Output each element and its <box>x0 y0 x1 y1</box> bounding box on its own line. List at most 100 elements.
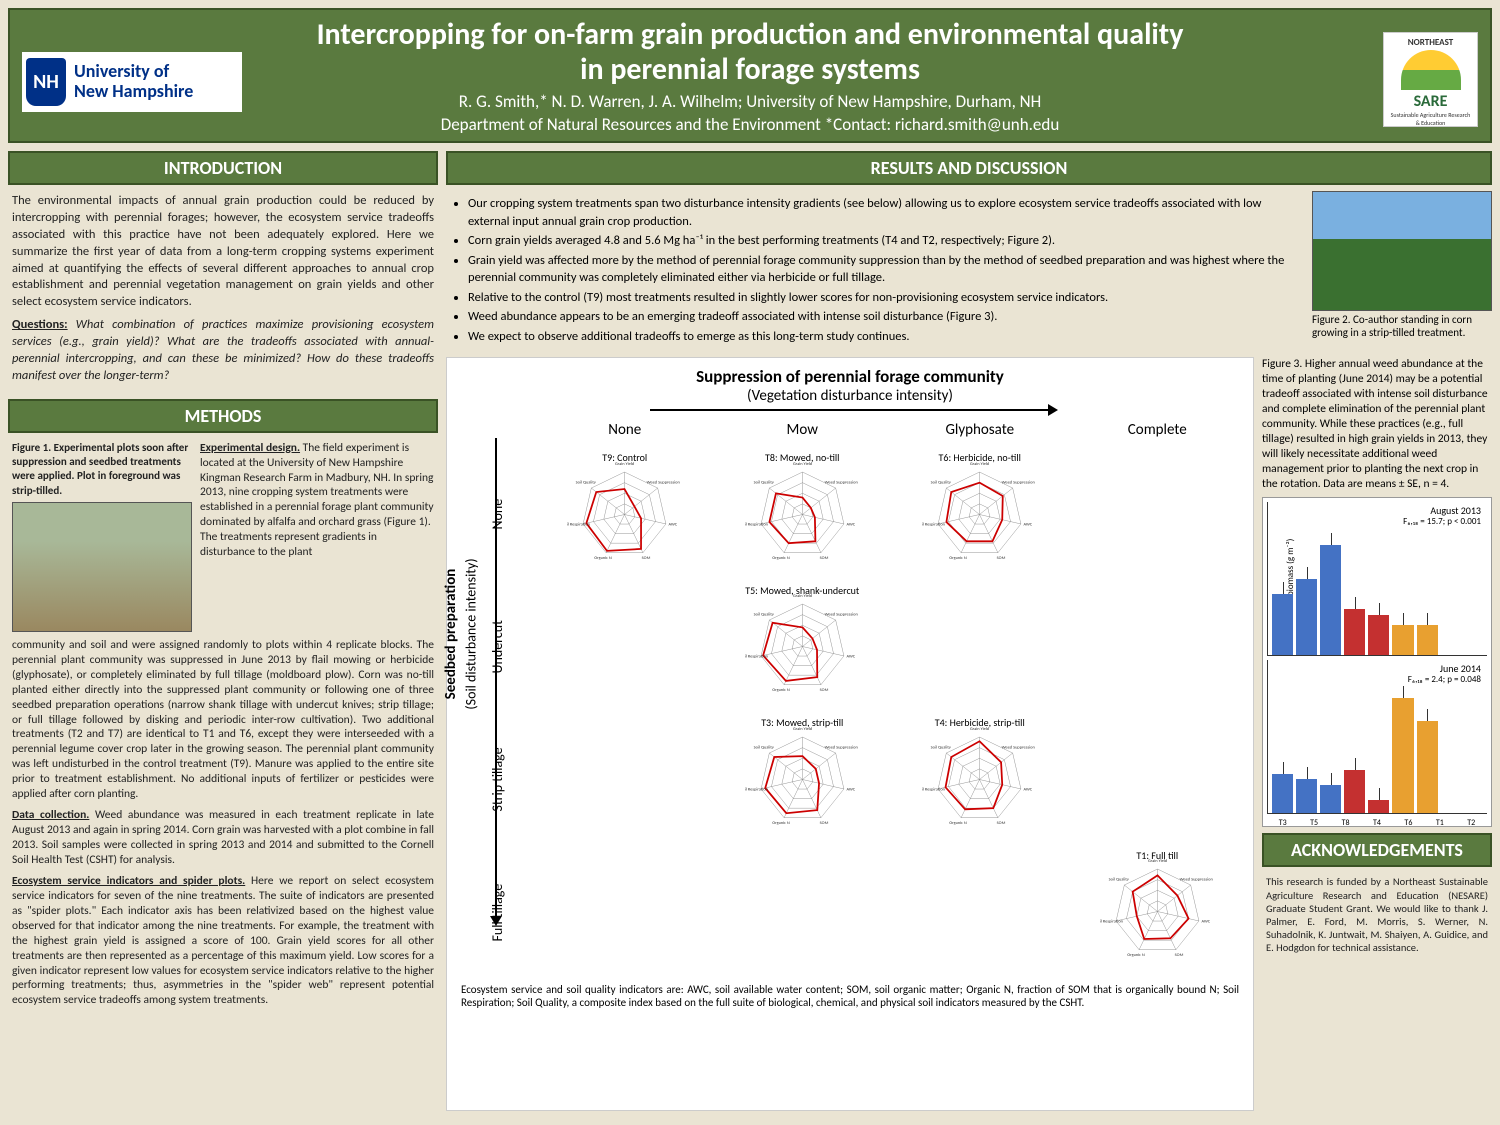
h-arrow-icon <box>650 409 1050 411</box>
svg-text:Weed Suppression: Weed Suppression <box>824 613 858 618</box>
spider-row-label: None <box>485 449 535 580</box>
results-bullet: Relative to the control (T9) most treatm… <box>468 289 1300 307</box>
svg-text:AWC: AWC <box>846 522 855 527</box>
x-tick-label: T6 <box>1404 818 1412 828</box>
svg-text:Soil Respiration: Soil Respiration <box>922 787 946 792</box>
svg-text:Organic N: Organic N <box>949 821 967 826</box>
sare-logo: NORTHEAST SARE Sustainable Agriculture R… <box>1383 32 1478 127</box>
spider-row-label: Strip tillage <box>485 714 535 845</box>
fig1-image <box>12 502 192 632</box>
svg-text:Soil Respiration: Soil Respiration <box>1100 920 1124 925</box>
bar <box>1368 615 1389 655</box>
spider-col-label: Complete <box>1070 417 1246 447</box>
x-tick-label: T5 <box>1310 818 1318 828</box>
spider-cell <box>1070 582 1246 713</box>
sare-icon <box>1401 50 1461 90</box>
results-bullet: Weed abundance appears to be an emerging… <box>468 308 1300 326</box>
spider-cell: T9: ControlGrain YieldWeed SuppressionAW… <box>537 449 713 580</box>
bar <box>1272 594 1293 655</box>
bar <box>1296 579 1317 655</box>
unh-shield-icon: NH <box>26 58 66 106</box>
svg-text:Soil Respiration: Soil Respiration <box>745 522 769 527</box>
results-bullets: Our cropping system treatments span two … <box>446 191 1304 351</box>
svg-text:SOM: SOM <box>819 821 828 826</box>
spider-cell <box>537 847 713 978</box>
bar <box>1296 779 1317 813</box>
methods-header: METHODS <box>8 399 438 433</box>
svg-text:Soil Respiration: Soil Respiration <box>745 655 769 660</box>
results-bullet: Grain yield was affected more by the met… <box>468 252 1300 287</box>
fig1-caption: Figure 1. Experimental plots soon after … <box>12 441 192 498</box>
svg-text:Soil Quality: Soil Quality <box>1108 878 1128 883</box>
chart1-stat: F₆,₁₈ = 15.7; p < 0.001 <box>1403 516 1481 527</box>
svg-text:AWC: AWC <box>846 655 855 660</box>
svg-text:Soil Quality: Soil Quality <box>753 745 773 750</box>
spider-col-label: Glyphosate <box>892 417 1068 447</box>
svg-text:Soil Quality: Soil Quality <box>576 480 596 485</box>
bar <box>1344 770 1365 813</box>
bar <box>1392 625 1413 656</box>
svg-text:AWC: AWC <box>1201 920 1210 925</box>
svg-text:SOM: SOM <box>997 821 1006 826</box>
bar <box>1417 625 1438 656</box>
spider-row-label: Full tillage <box>485 847 535 978</box>
y-axis-sub: (Soil disturbance intensity) <box>463 534 480 734</box>
ack-body: This research is funded by a Northeast S… <box>1262 873 1492 956</box>
svg-text:Weed Suppression: Weed Suppression <box>824 745 858 750</box>
fig2-caption: Figure 2. Co-author standing in corn gro… <box>1312 313 1492 339</box>
spider-title: Suppression of perennial forage communit… <box>455 366 1245 387</box>
svg-text:Organic N: Organic N <box>1127 953 1145 958</box>
svg-text:Weed Suppression: Weed Suppression <box>1002 480 1036 485</box>
spider-cell <box>537 714 713 845</box>
fig2: Figure 2. Co-author standing in corn gro… <box>1312 191 1492 351</box>
department: Department of Natural Resources and the … <box>22 114 1478 135</box>
spider-plot-area: Suppression of perennial forage communit… <box>446 357 1254 1111</box>
bar <box>1344 609 1365 655</box>
svg-text:Weed Suppression: Weed Suppression <box>824 480 858 485</box>
x-tick-label: T2 <box>1467 818 1475 828</box>
svg-text:SOM: SOM <box>819 688 828 693</box>
logo-line2: New Hampshire <box>74 82 193 102</box>
svg-text:SOM: SOM <box>642 556 651 561</box>
bar <box>1392 698 1413 812</box>
fig3-chart: Weed biomass (g m⁻²) August 2013 F₆,₁₈ =… <box>1262 497 1492 827</box>
results-header: RESULTS AND DISCUSSION <box>446 151 1492 185</box>
unh-logo: NH University of New Hampshire <box>22 52 242 112</box>
bar <box>1320 545 1341 655</box>
spider-cell: T6: Herbicide, no-tillGrain YieldWeed Su… <box>892 449 1068 580</box>
spider-footnote: Ecosystem service and soil quality indic… <box>455 983 1245 1009</box>
spider-cell <box>892 582 1068 713</box>
x-tick-label: T4 <box>1373 818 1381 828</box>
poster-header: NH University of New Hampshire NORTHEAST… <box>8 8 1492 143</box>
spider-cell <box>1070 449 1246 580</box>
svg-text:Weed Suppression: Weed Suppression <box>647 480 681 485</box>
spider-cell: T5: Mowed, shank-undercutGrain YieldWeed… <box>715 582 891 713</box>
sare-top: NORTHEAST <box>1388 37 1473 48</box>
bar <box>1272 774 1293 812</box>
svg-text:Soil Quality: Soil Quality <box>753 613 773 618</box>
spider-cell: T4: Herbicide, strip-tillGrain YieldWeed… <box>892 714 1068 845</box>
svg-text:Soil Quality: Soil Quality <box>753 480 773 485</box>
svg-text:Soil Respiration: Soil Respiration <box>567 522 591 527</box>
spider-cell <box>892 847 1068 978</box>
x-tick-label: T3 <box>1279 818 1287 828</box>
spider-cell: T3: Mowed, strip-tillGrain YieldWeed Sup… <box>715 714 891 845</box>
spider-col-label: Mow <box>715 417 891 447</box>
svg-text:Organic N: Organic N <box>772 556 790 561</box>
svg-text:Soil Respiration: Soil Respiration <box>745 787 769 792</box>
fig3-caption: Figure 3. Higher annual weed abundance a… <box>1262 357 1492 491</box>
spider-col-label: None <box>537 417 713 447</box>
x-tick-label: T1 <box>1436 818 1444 828</box>
svg-text:Soil Quality: Soil Quality <box>931 480 951 485</box>
bar <box>1368 800 1389 812</box>
svg-text:SOM: SOM <box>819 556 828 561</box>
spider-cell <box>715 847 891 978</box>
svg-text:SOM: SOM <box>1174 953 1183 958</box>
spider-cell: T1: Full tillGrain YieldWeed Suppression… <box>1070 847 1246 978</box>
svg-text:Soil Quality: Soil Quality <box>931 745 951 750</box>
methods-body: Figure 1. Experimental plots soon after … <box>8 439 438 1017</box>
svg-text:SOM: SOM <box>997 556 1006 561</box>
svg-text:Organic N: Organic N <box>772 821 790 826</box>
intro-header: INTRODUCTION <box>8 151 438 185</box>
svg-text:Organic N: Organic N <box>772 688 790 693</box>
